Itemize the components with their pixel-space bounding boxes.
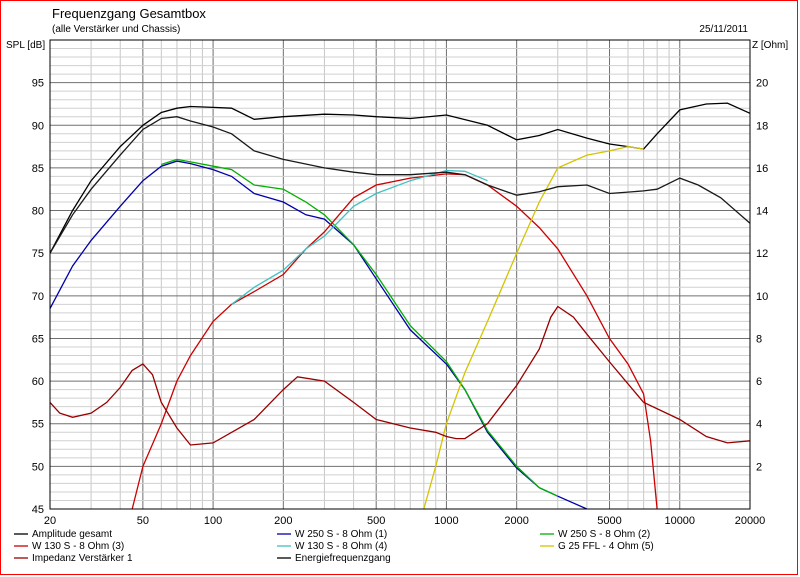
- series-line-2: [49, 160, 588, 510]
- legend-label: Amplitude gesamt: [32, 529, 112, 540]
- legend-label: W 130 S - 8 Ohm (3): [32, 541, 124, 552]
- y-tick-label: 75: [32, 248, 44, 260]
- legend-label: W 130 S - 8 Ohm (4): [295, 541, 387, 552]
- legend-label: W 250 S - 8 Ohm (1): [295, 529, 387, 540]
- x-tick-label: 20: [44, 515, 56, 527]
- y2-tick-label: 4: [756, 419, 762, 431]
- series-group: [49, 102, 751, 510]
- legend-label: Energiefrequenzgang: [295, 553, 391, 564]
- y2-tick-label: 2: [756, 461, 762, 473]
- y2-tick-label: 12: [756, 248, 768, 260]
- y2-tick-label: 8: [756, 333, 762, 345]
- legend-label: Impedanz Verstärker 1: [32, 553, 133, 564]
- series-line-7: [49, 305, 751, 446]
- x-tick-label: 20000: [735, 515, 766, 527]
- series-line-5: [231, 169, 488, 305]
- y2-axis-label: Z [Ohm]: [752, 40, 788, 51]
- y2-tick-label: 16: [756, 163, 768, 175]
- chart-subtitle: (alle Verstärker und Chassis): [52, 24, 180, 35]
- series-line-1: [49, 102, 751, 254]
- series-line-6: [423, 145, 644, 510]
- y-tick-label: 80: [32, 206, 44, 218]
- legend: Amplitude gesamt W 250 S - 8 Ohm (1) W 250…: [14, 529, 654, 564]
- y-tick-label: 95: [32, 78, 44, 90]
- y-axis-label: SPL [dB]: [6, 40, 45, 51]
- y2-tick-label: 6: [756, 376, 762, 388]
- x-tick-label: 5000: [597, 515, 621, 527]
- y2-tick-label: 14: [756, 206, 768, 218]
- x-tick-label: 10000: [664, 515, 695, 527]
- x-tick-label: 500: [367, 515, 385, 527]
- series-line-3: [161, 158, 559, 497]
- y2-tick-label: 18: [756, 120, 768, 132]
- y2-tick-label: 20: [756, 78, 768, 90]
- y-tick-label: 65: [32, 333, 44, 345]
- x-tick-label: 100: [204, 515, 222, 527]
- y-tick-label: 50: [32, 461, 44, 473]
- x-tick-label: 1000: [434, 515, 458, 527]
- y-tick-label: 55: [32, 419, 44, 431]
- legend-label: W 250 S - 8 Ohm (2): [558, 529, 650, 540]
- y-tick-label: 70: [32, 291, 44, 303]
- series-line-8: [49, 116, 751, 254]
- x-tick-label: 2000: [504, 515, 528, 527]
- y-tick-label: 90: [32, 120, 44, 132]
- plot-border: [49, 39, 751, 510]
- chart-title: Frequenzgang Gesamtbox: [52, 6, 206, 21]
- series-line-4: [131, 173, 658, 510]
- chart-date: 25/11/2011: [699, 24, 748, 35]
- x-tick-label: 200: [274, 515, 292, 527]
- ticks: 20 50 100 200 500 1000 2000 5000 10000 20000 45 50 5…: [32, 78, 769, 527]
- y-tick-label: 60: [32, 376, 44, 388]
- y-tick-label: 45: [32, 504, 44, 516]
- y2-tick-label: 10: [756, 291, 768, 303]
- grid: [50, 40, 750, 509]
- y-tick-label: 85: [32, 163, 44, 175]
- x-tick-label: 50: [137, 515, 149, 527]
- legend-label: G 25 FFL - 4 Ohm (5): [558, 541, 654, 552]
